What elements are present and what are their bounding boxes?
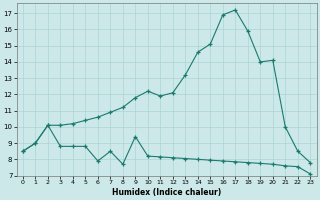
X-axis label: Humidex (Indice chaleur): Humidex (Indice chaleur): [112, 188, 221, 197]
